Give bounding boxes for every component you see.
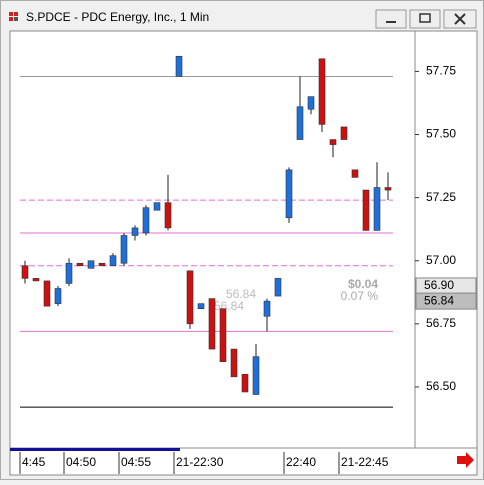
candle-body (329, 139, 337, 145)
candle-body (131, 227, 139, 236)
candle-body (274, 278, 282, 297)
window-title: S.PDCE - PDC Energy, Inc., 1 Min (26, 10, 209, 24)
x-tick-label: 04:55 (121, 455, 151, 469)
candle-body (219, 308, 227, 362)
y-tick-label: 56.75 (426, 316, 456, 330)
maximize-button[interactable] (409, 9, 441, 29)
y-tick-label: 57.75 (426, 64, 456, 78)
candle-body (296, 106, 304, 140)
candle-body (175, 55, 183, 77)
candle-body (186, 270, 194, 325)
scroll-indicator (10, 448, 180, 451)
plot-area (9, 30, 416, 449)
y-tick-label: 56.50 (426, 379, 456, 393)
candle-body (241, 374, 249, 393)
candle-body (164, 202, 172, 229)
candle-body (120, 235, 128, 264)
candle-body (54, 288, 62, 304)
candle-body (32, 278, 40, 282)
price-axis (414, 30, 478, 449)
overlay-label: 56.84 (226, 287, 256, 301)
candle-body (98, 262, 106, 267)
candle-body (351, 169, 359, 178)
time-axis (9, 447, 478, 476)
candle-body (307, 96, 315, 110)
y-tick-label: 57.00 (426, 253, 456, 267)
candle-body (43, 280, 51, 307)
candle-body (76, 262, 84, 267)
x-tick-label: 22:40 (286, 455, 316, 469)
candle-body (153, 202, 161, 211)
minimize-button[interactable] (375, 9, 407, 29)
candle-body (230, 348, 238, 378)
candle-body (65, 262, 73, 284)
candle-body (252, 356, 260, 395)
candle-body (384, 187, 392, 191)
x-tick-label: 4:45 (22, 455, 46, 469)
candle-body (142, 207, 150, 234)
candle-body (109, 255, 117, 267)
candle-body (208, 298, 216, 350)
candle-body (362, 189, 370, 231)
price-label: 56.90 (424, 278, 454, 292)
x-tick-label: 04:50 (66, 455, 96, 469)
close-button[interactable] (443, 9, 477, 29)
x-tick-label: 21-22:30 (176, 455, 224, 469)
change-label: $0.04 (348, 277, 378, 291)
price-label: 56.84 (424, 293, 454, 307)
candle-body (340, 126, 348, 140)
candle-body (373, 187, 381, 231)
app-icon (9, 12, 18, 21)
overlay-label: 56.84 (214, 299, 244, 313)
candle-body (87, 260, 95, 269)
candle-body (21, 265, 29, 279)
candle-body (318, 58, 326, 125)
y-tick-label: 57.25 (426, 190, 456, 204)
candle-body (197, 303, 205, 309)
y-tick-label: 57.50 (426, 127, 456, 141)
candle-body (285, 169, 293, 219)
change-label: 0.07 % (341, 289, 379, 303)
scroll-right-arrow[interactable] (457, 452, 474, 468)
x-tick-label: 21-22:45 (341, 455, 389, 469)
price-label-box (415, 292, 477, 310)
candle-body (263, 300, 271, 317)
